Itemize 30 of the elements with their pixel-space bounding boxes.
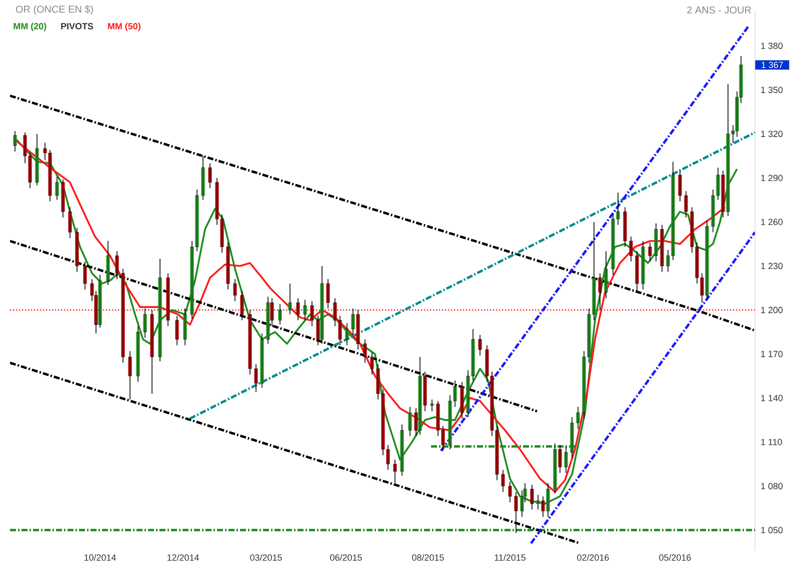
candlestick [288, 283, 292, 315]
x-tick-label: 05/2016 [659, 554, 691, 561]
chart-title: OR (ONCE EN $) [16, 5, 93, 15]
x-tick-label: 08/2015 [412, 554, 444, 561]
x-tick-label: 03/2015 [250, 554, 282, 561]
y-tick-label: 1 170 [761, 350, 783, 358]
x-tick-label: 10/2014 [84, 554, 116, 561]
y-tick-label: 1 200 [761, 306, 783, 314]
candlestick [393, 459, 397, 484]
y-tick-label: 1 320 [761, 130, 783, 138]
annotation: PIVOTS [61, 23, 94, 30]
x-tick-label: 11/2015 [494, 554, 526, 561]
chart-subtitle: 2 ANS - JOUR [687, 6, 752, 14]
y-tick-label: 1 260 [761, 218, 783, 226]
y-tick-label: 1 050 [761, 526, 783, 534]
x-tick-label: 12/2014 [167, 554, 199, 561]
x-tick-label: 02/2016 [577, 554, 609, 561]
y-tick-label: 1 380 [761, 42, 783, 50]
text: 1 367 [762, 62, 783, 68]
y-tick-label: 1 080 [761, 482, 783, 490]
y-tick-label: 1 230 [761, 262, 783, 270]
y-tick-label: 1 110 [761, 438, 782, 446]
candlestick [648, 242, 652, 262]
y-tick-label: 1 350 [761, 86, 783, 94]
text: MM (20) [14, 22, 46, 32]
text: MM (50) [108, 22, 140, 32]
y-tick-label: 1 290 [761, 174, 783, 182]
y-tick-label: 1 140 [761, 394, 783, 402]
x-tick-label: 06/2015 [330, 554, 362, 561]
candlestick [430, 399, 434, 412]
